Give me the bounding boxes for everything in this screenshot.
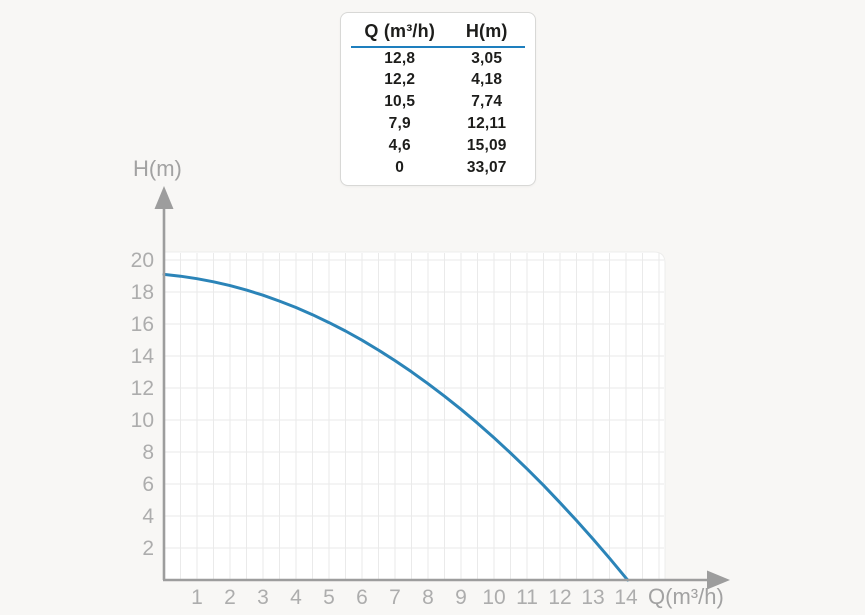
x-tick-label: 5	[323, 586, 335, 609]
y-axis-title: H(m)	[133, 156, 182, 181]
x-tick-label: 8	[422, 586, 434, 609]
y-axis-arrow-icon	[154, 186, 174, 209]
column-header-h: H(m)	[448, 19, 525, 48]
x-tick-label: 2	[224, 586, 236, 609]
table-cell: 12,8	[384, 49, 416, 67]
y-tick-label: 14	[131, 345, 155, 368]
table-row: 12,8 3,05	[351, 47, 525, 69]
y-tick-label: 20	[131, 249, 154, 272]
y-tick-label: 18	[131, 281, 154, 304]
table-cell: 33,07	[466, 159, 507, 176]
table-cell: 7,9	[388, 115, 411, 132]
x-axis-arrow-icon	[707, 570, 730, 590]
table-body: 12,8 3,05 12,2 4,18 10,5 7,74 7,9 12,11 4,6 15,09…	[351, 47, 525, 179]
y-tick-label: 2	[142, 537, 154, 560]
y-tick-label: 12	[131, 377, 154, 400]
x-tick-label: 11	[516, 586, 538, 609]
x-tick-label: 7	[389, 586, 401, 609]
y-tick-label: 6	[142, 473, 154, 496]
x-tick-label: 4	[290, 586, 302, 609]
table-cell: 10,5	[384, 93, 416, 110]
table-row: 4,6 15,09	[351, 135, 525, 157]
pump-data-table: Q (m³/h) H(m) 12,8 3,05 12,2 4,18 10,5 7,74 7,…	[351, 19, 525, 179]
table-row: 7,9 12,11	[351, 113, 525, 135]
table-row: 12,2 4,18	[351, 69, 525, 91]
x-tick-label: 3	[257, 586, 269, 609]
x-axis-title: Q(m³/h)	[648, 584, 724, 609]
table-row: 10,5 7,74	[351, 91, 525, 113]
y-tick-label: 16	[131, 313, 154, 336]
table-cell: 0	[395, 159, 405, 176]
table-cell: 15,09	[466, 137, 507, 154]
pump-head-curve	[162, 272, 630, 582]
x-tick-label: 1	[191, 586, 203, 609]
x-tick-label: 14	[614, 586, 638, 609]
table-cell: 4,18	[471, 71, 503, 88]
y-tick-label: 4	[142, 505, 154, 528]
x-tick-label: 10	[482, 586, 505, 609]
y-tick-label: 8	[142, 441, 154, 464]
x-tick-label: 9	[455, 586, 467, 609]
table-cell: 12,2	[384, 71, 416, 88]
table-cell: 12,11	[467, 115, 507, 132]
x-tick-label: 13	[581, 586, 604, 609]
table-cell: 3,05	[471, 49, 503, 67]
plot-panel	[163, 251, 666, 581]
table-cell: 7,74	[471, 93, 503, 110]
x-tick-label: 6	[356, 586, 368, 609]
pump-data-table-card: Q (m³/h) H(m) 12,8 3,05 12,2 4,18 10,5 7,74 7,…	[340, 12, 536, 186]
x-tick-label: 12	[548, 586, 571, 609]
column-header-q: Q (m³/h)	[351, 19, 449, 48]
y-tick-label: 10	[131, 409, 154, 432]
table-row: 0 33,07	[351, 157, 525, 179]
table-cell: 4,6	[388, 137, 411, 154]
table-header-row: Q (m³/h) H(m)	[351, 19, 525, 48]
